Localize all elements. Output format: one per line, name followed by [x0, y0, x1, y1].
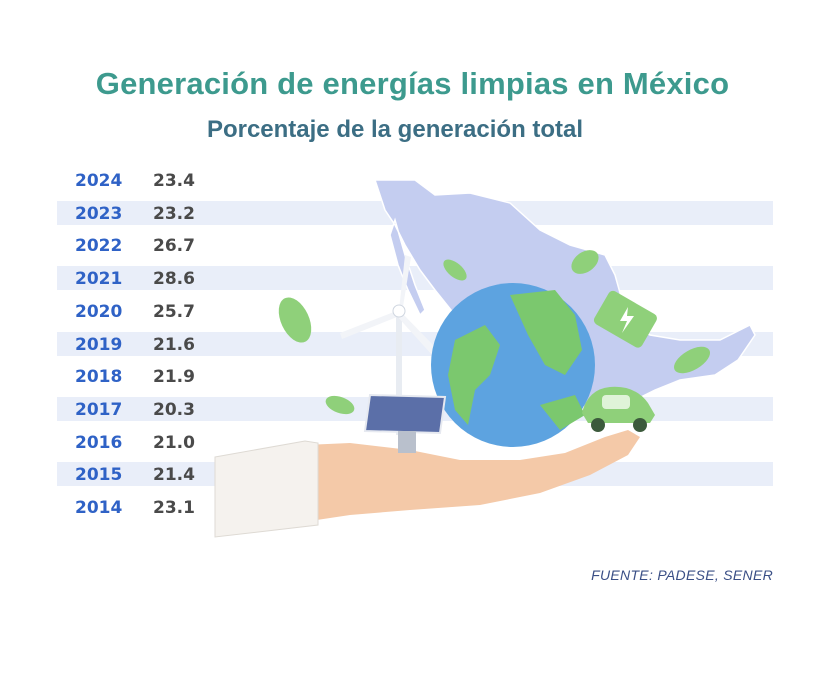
percentage-value: 25.7	[153, 301, 195, 322]
percentage-value: 21.6	[153, 334, 195, 355]
chart-subtitle: Porcentaje de la generación total	[206, 116, 584, 143]
table-row: 2024 23.4	[57, 168, 773, 192]
percentage-value: 28.6	[153, 269, 195, 290]
percentage-value: 20.3	[153, 399, 195, 420]
year-label: 2023	[75, 203, 123, 224]
wind-turbine-icon	[340, 255, 438, 435]
percentage-value: 21.4	[153, 465, 195, 486]
percentage-value: 23.2	[153, 203, 195, 224]
year-label: 2016	[75, 432, 123, 453]
year-label: 2014	[75, 498, 123, 518]
solar-panel-icon	[363, 393, 447, 453]
table-row: 2016 21.0	[57, 430, 773, 454]
year-label: 2015	[75, 465, 123, 486]
percentage-value: 21.0	[153, 432, 195, 453]
year-label: 2021	[75, 269, 123, 290]
table-row: 2020 25.7	[57, 299, 773, 323]
year-label: 2017	[75, 399, 123, 420]
table-row: 2014 23.1	[57, 495, 773, 519]
leaf-icon	[278, 250, 711, 415]
table-row: 2022 26.7	[57, 233, 773, 257]
percentage-value: 23.1	[153, 498, 195, 518]
source-note: FUENTE: PADESE, SENER	[591, 567, 773, 583]
globe-icon	[431, 283, 595, 447]
clean-energy-illustration	[214, 179, 756, 538]
year-label: 2020	[75, 301, 123, 322]
year-label: 2024	[75, 171, 123, 191]
table-row: 2018 21.9	[57, 364, 773, 388]
chart-title: Generación de energías limpias en México	[95, 66, 730, 101]
open-hand-icon	[215, 430, 640, 535]
year-label: 2019	[75, 334, 123, 355]
electric-car-icon	[582, 386, 655, 432]
percentage-value: 26.7	[153, 236, 195, 257]
percentage-value: 21.9	[153, 367, 195, 388]
battery-icon	[593, 290, 657, 348]
percentage-value: 23.4	[153, 171, 195, 191]
year-label: 2022	[75, 236, 123, 257]
year-label: 2018	[75, 367, 123, 388]
